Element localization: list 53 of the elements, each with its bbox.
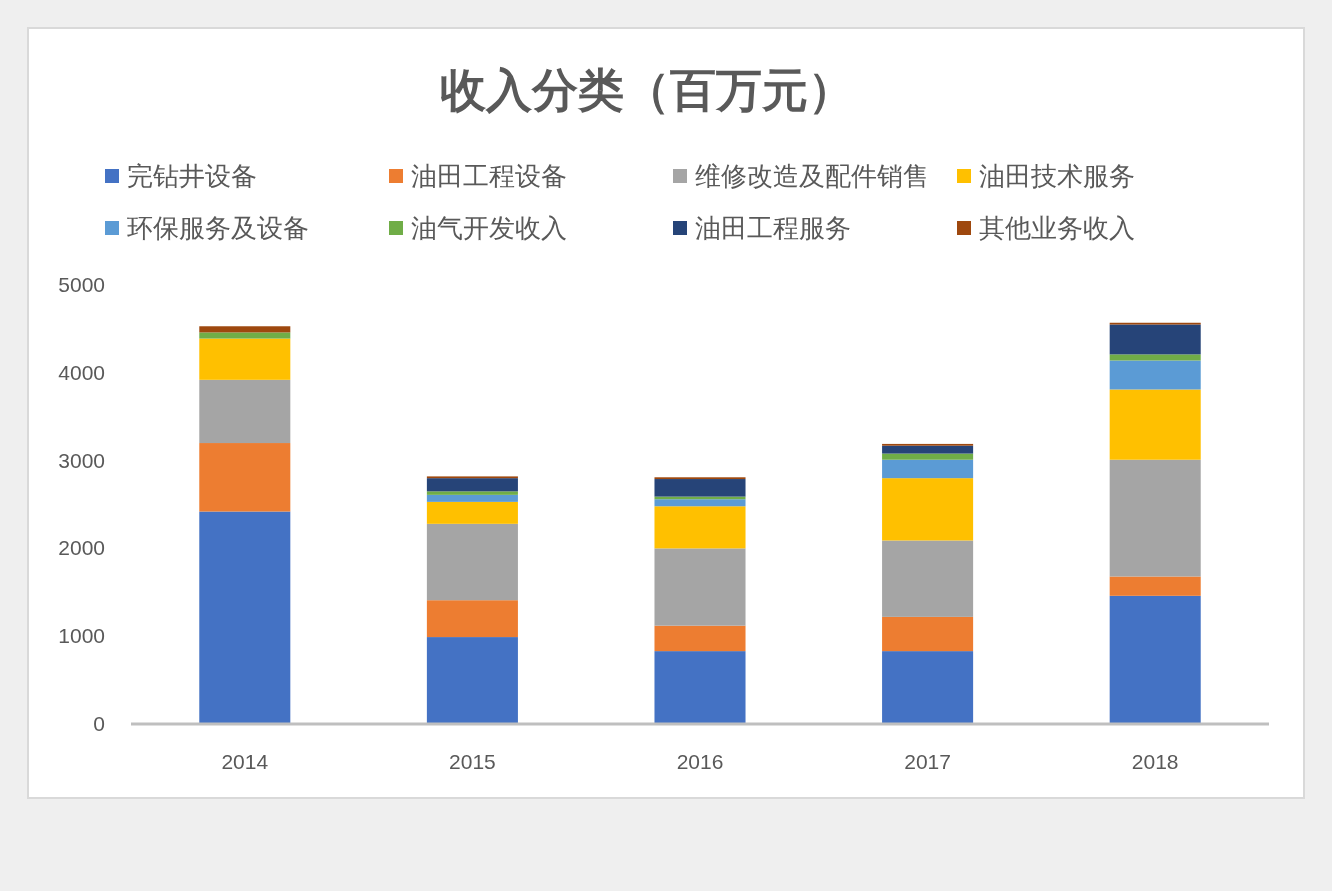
legend-label: 完钻井设备 <box>127 161 257 191</box>
bar <box>199 326 291 333</box>
legend-label: 油田工程设备 <box>411 161 567 191</box>
bar <box>426 491 518 495</box>
bar <box>654 506 746 549</box>
legend-label: 油气开发收入 <box>411 213 567 243</box>
bar <box>882 651 974 724</box>
bar <box>882 540 974 617</box>
x-tick-label: 2017 <box>904 750 951 773</box>
bar <box>654 479 746 497</box>
bar <box>882 453 974 460</box>
chart-title: 收入分类（百万元） <box>440 64 854 116</box>
y-tick-label: 1000 <box>58 624 105 648</box>
bar <box>426 494 518 502</box>
bar <box>654 651 746 724</box>
bar <box>1109 576 1201 596</box>
legend-label: 环保服务及设备 <box>127 213 309 243</box>
bar <box>882 478 974 541</box>
y-tick-label: 0 <box>93 712 105 735</box>
bar <box>199 338 291 380</box>
legend-label: 油田技术服务 <box>979 161 1135 191</box>
legend-label: 油田工程服务 <box>695 213 851 243</box>
x-tick-label: 2018 <box>1131 750 1179 773</box>
bar <box>1109 354 1201 361</box>
bar <box>654 548 746 626</box>
bar <box>882 459 974 479</box>
bar <box>199 332 291 339</box>
bar <box>1109 595 1201 724</box>
x-tick-label: 2016 <box>676 750 724 773</box>
x-tick-label: 2015 <box>449 750 496 773</box>
y-tick-label: 2000 <box>58 536 105 560</box>
y-tick-label: 3000 <box>58 448 105 472</box>
bar <box>1109 360 1201 390</box>
bar <box>426 637 518 724</box>
bar <box>199 443 291 512</box>
bar <box>654 625 746 652</box>
bar <box>426 501 518 524</box>
bar <box>882 616 974 652</box>
y-tick-label: 4000 <box>58 360 105 384</box>
bar <box>199 511 291 724</box>
bar <box>1109 389 1201 460</box>
bar <box>882 445 974 454</box>
y-tick-label: 5000 <box>58 273 105 296</box>
bar <box>426 600 518 638</box>
bar <box>199 379 291 444</box>
legend-label: 维修改造及配件销售 <box>695 161 929 191</box>
bar <box>426 478 518 492</box>
legend-label: 其他业务收入 <box>979 213 1135 243</box>
x-tick-label: 2014 <box>221 750 269 773</box>
bar <box>1109 324 1201 355</box>
bar <box>654 499 746 507</box>
bar <box>426 523 518 601</box>
bar <box>1109 459 1201 577</box>
